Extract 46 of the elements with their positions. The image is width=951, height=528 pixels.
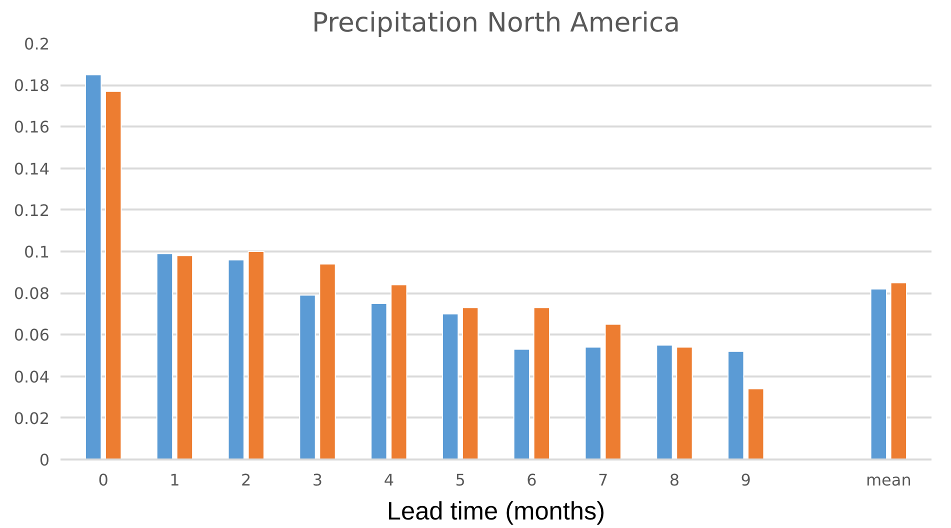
- bar: [176, 255, 194, 460]
- y-tick-label: 0.04: [14, 367, 50, 386]
- bar: [656, 344, 673, 460]
- x-tick-label: 2: [241, 470, 252, 490]
- bar: [370, 303, 388, 460]
- bar: [870, 288, 888, 460]
- x-axis-title: Lead time (months): [386, 498, 606, 526]
- x-tick-label: 7: [598, 470, 608, 490]
- y-tick-label: 0.1: [24, 242, 50, 262]
- y-tick-label: 0.2: [24, 34, 50, 54]
- bar: [390, 284, 408, 460]
- bar: [513, 348, 530, 460]
- x-tick-label: 1: [170, 470, 180, 490]
- y-tick-label: 0.18: [14, 76, 50, 96]
- bar: [748, 388, 764, 460]
- bar: [84, 74, 102, 460]
- bar: [156, 253, 174, 460]
- y-tick-label: 0: [39, 450, 50, 470]
- bar: [533, 307, 550, 460]
- y-tick-label: 0.08: [14, 284, 50, 304]
- bar: [676, 346, 693, 460]
- bar: [104, 90, 122, 460]
- x-tick-label: 6: [526, 470, 537, 490]
- x-tick-label: mean: [866, 470, 912, 490]
- x-tick-label: 3: [312, 470, 323, 490]
- y-tick-label: 0.06: [14, 326, 50, 345]
- x-tick-label: 9: [740, 470, 751, 490]
- bar: [248, 251, 264, 460]
- bar: [299, 294, 316, 460]
- y-tick-label: 0.16: [14, 118, 50, 137]
- chart-title: Precipitation North America: [312, 8, 680, 38]
- y-tick-label: 0.14: [14, 159, 50, 178]
- bar: [890, 282, 908, 460]
- bar: [604, 324, 622, 460]
- x-tick-label: 4: [384, 470, 394, 490]
- x-tick-label: 5: [455, 470, 466, 490]
- bar: [728, 350, 744, 460]
- y-tick-label: 0.12: [14, 200, 50, 220]
- x-tick-label: 8: [669, 470, 680, 490]
- bar: [442, 313, 459, 460]
- bar: [584, 346, 602, 460]
- y-tick-label: 0.02: [14, 408, 50, 428]
- bar: [228, 259, 244, 460]
- bar: [319, 263, 336, 460]
- bar: [462, 307, 479, 460]
- x-tick-label: 0: [98, 470, 108, 490]
